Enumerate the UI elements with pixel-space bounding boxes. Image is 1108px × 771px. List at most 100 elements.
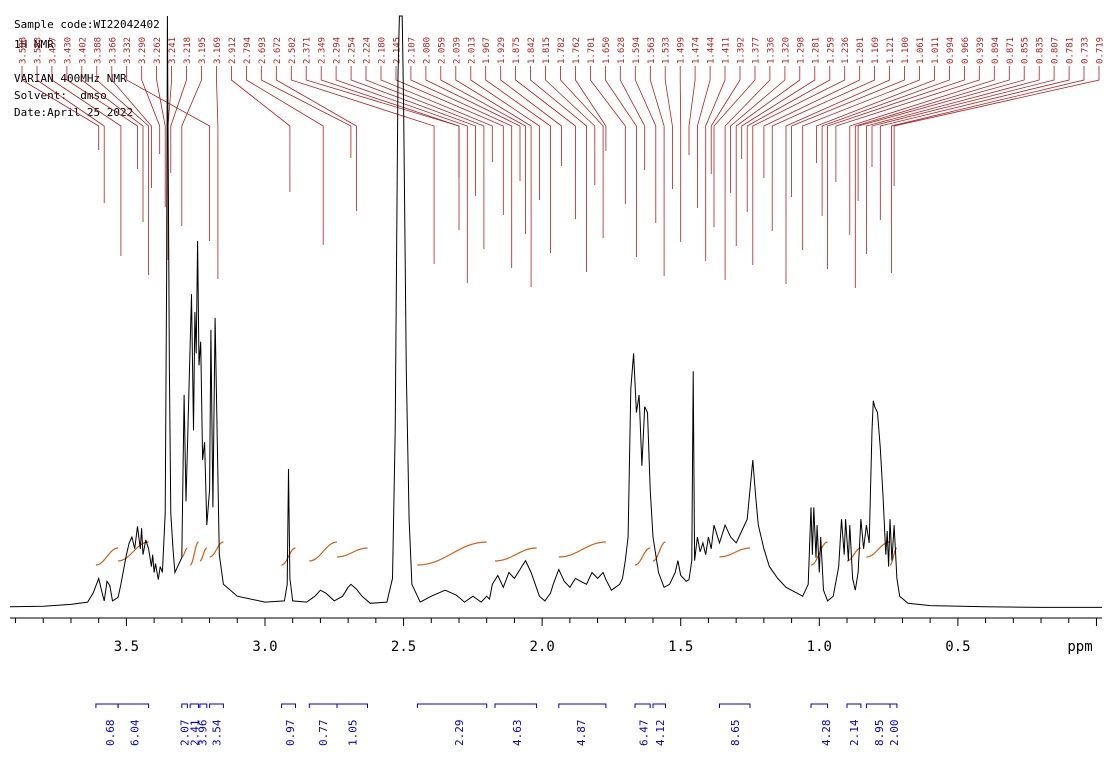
integration-value: 2.00 — [888, 720, 901, 747]
peak-connector-line — [849, 66, 995, 235]
peak-shift-label: 1.011 — [931, 37, 941, 64]
peak-shift-label: 1.782 — [557, 37, 567, 64]
peak-shift-label: 1.842 — [527, 37, 537, 64]
peak-shift-label: 2.693 — [258, 37, 268, 64]
integration-bracket — [810, 703, 829, 708]
peak-connector-line — [649, 66, 665, 276]
peak-connector-line — [816, 66, 935, 163]
peak-connector-line — [231, 66, 291, 192]
peak-shift-label: 1.929 — [497, 37, 507, 64]
peak-shift-label: 2.224 — [363, 37, 373, 64]
peak-connector-line — [697, 66, 711, 208]
integral-curve — [810, 541, 828, 566]
peak-shift-label: 3.366 — [108, 37, 118, 64]
integral-curve — [634, 547, 651, 566]
peak-shift-label: 1.169 — [871, 37, 881, 64]
peak-shift-label: 1.392 — [737, 37, 747, 64]
peak-connector-line — [350, 66, 476, 196]
peak-shift-label: 0.871 — [1006, 37, 1016, 64]
peak-shift-label: 1.201 — [856, 37, 866, 64]
integration-bracket — [889, 703, 898, 708]
peak-shift-label: 0.719 — [1096, 37, 1106, 64]
peak-label-layer: 3.588 3.553 3.457 3.430 3.402 3.388 3.366 3.332… — [19, 37, 1106, 288]
peak-connector-line — [66, 66, 138, 169]
peak-connector-line — [771, 66, 875, 231]
integration-bracket — [281, 703, 296, 708]
integration-value: 8.65 — [729, 720, 742, 747]
peak-shift-label: 1.100 — [901, 37, 911, 64]
integral-curve — [209, 541, 224, 558]
integration-value: 0.77 — [317, 720, 330, 747]
peak-connector-line — [515, 66, 576, 219]
integration-label-layer: 0.68 6.04 2.072.413.96 3.54 0.97 0.77 1.05 2.29… — [95, 703, 901, 747]
peak-shift-label: 0.994 — [946, 37, 956, 64]
peak-shift-label: 1.594 — [632, 37, 642, 64]
integral-curve — [652, 541, 666, 562]
peak-connector-line — [821, 66, 950, 216]
peak-connector-line — [679, 66, 682, 242]
integration-value: 1.05 — [346, 720, 359, 747]
peak-connector-line — [380, 66, 493, 162]
integration-bracket — [209, 703, 224, 708]
peak-shift-label: 0.855 — [1021, 37, 1031, 64]
peak-shift-label: 1.061 — [916, 37, 926, 64]
date-label: Date:April 25 2022 — [14, 106, 134, 119]
peak-shift-label: 0.807 — [1051, 37, 1061, 64]
peak-shift-label: 1.474 — [692, 37, 702, 64]
integration-value: 2.07 — [179, 720, 192, 747]
peak-connector-line — [440, 66, 526, 234]
peak-shift-label: 2.080 — [422, 37, 432, 64]
peak-connector-line — [893, 66, 1100, 186]
peak-shift-label: 3.195 — [198, 37, 208, 64]
peak-connector-line — [746, 66, 831, 212]
integration-value: 0.68 — [104, 720, 117, 747]
integral-curve — [199, 547, 208, 562]
peak-connector-line — [485, 66, 551, 253]
peak-shift-label: 0.894 — [991, 37, 1001, 64]
peak-connector-line — [181, 66, 202, 226]
peak-connector-line — [51, 66, 122, 256]
peak-connector-line — [854, 66, 1010, 288]
peak-connector-line — [545, 66, 596, 185]
integration-bracket — [634, 703, 651, 708]
peak-connector-line — [879, 66, 1070, 220]
peak-connector-line — [500, 66, 562, 166]
x-axis-tick-label: 1.0 — [807, 639, 832, 655]
integration-value: 4.63 — [511, 720, 524, 747]
x-axis-tick-label: 2.5 — [391, 639, 416, 655]
peak-shift-label: 1.875 — [512, 37, 522, 64]
peak-connector-line — [688, 66, 696, 155]
peak-connector-line — [752, 66, 846, 265]
peak-connector-line — [246, 66, 324, 245]
x-axis: 3.5 3.0 2.5 2.0 1.5 1.0 0.5 — [10, 617, 1102, 655]
peak-connector-line — [335, 66, 468, 283]
integration-bracket — [117, 703, 150, 708]
peak-shift-label: 0.733 — [1081, 37, 1091, 64]
integral-curve — [494, 547, 537, 562]
peak-connector-line — [835, 66, 980, 182]
integration-value: 4.28 — [820, 720, 833, 747]
peak-connector-line — [36, 66, 105, 203]
peak-shift-label: 2.294 — [333, 37, 343, 64]
peak-shift-label: 2.107 — [407, 37, 417, 64]
peak-connector-line — [425, 66, 521, 181]
integration-value: 6.47 — [637, 720, 650, 747]
integral-curve — [281, 547, 296, 566]
peak-shift-label: 3.169 — [213, 37, 223, 64]
peak-shift-label: 1.650 — [602, 37, 612, 64]
peak-shift-label: 2.371 — [303, 37, 313, 64]
peak-connector-line — [96, 66, 149, 275]
peak-connector-line — [290, 66, 435, 264]
peak-shift-label: 1.628 — [617, 37, 627, 64]
peak-shift-label: 3.430 — [63, 37, 73, 64]
integration-bracket — [719, 703, 751, 708]
peak-connector-line — [455, 66, 532, 287]
peak-connector-line — [857, 66, 1025, 201]
peak-shift-label: 3.262 — [153, 37, 163, 64]
peak-connector-line — [871, 66, 1055, 167]
peak-connector-line — [866, 66, 1040, 254]
peak-connector-line — [575, 66, 607, 151]
peak-connector-line — [410, 66, 513, 268]
integral-curve — [336, 547, 368, 558]
peak-shift-label: 1.236 — [841, 37, 851, 64]
